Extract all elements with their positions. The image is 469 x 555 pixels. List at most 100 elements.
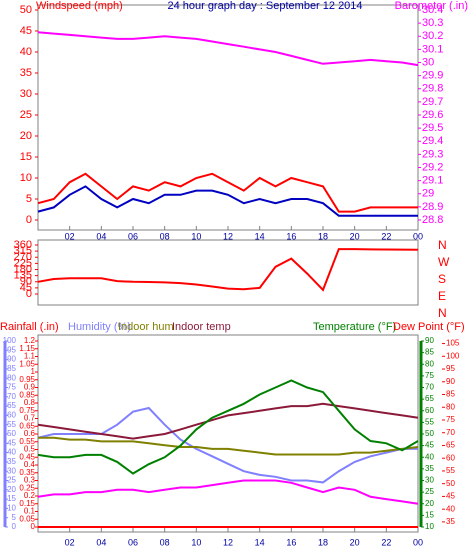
y-tick-label: 50 (20, 4, 32, 16)
x-tick-label: 20 (350, 231, 360, 241)
y-tick-label: 50 (425, 429, 434, 438)
series-line (37, 185, 418, 217)
x-tick-label: 04 (96, 537, 106, 547)
series-line (37, 31, 419, 67)
y-tick-label: 65 (446, 441, 455, 450)
y-tick-label: 85 (446, 390, 455, 399)
axis-title: Windspeed (mph) (36, 0, 123, 12)
y-tick-label: 70 (7, 392, 16, 401)
y-tick-label: 0.7 (24, 414, 36, 423)
y-tick-label: 55 (425, 417, 434, 426)
y-tick-label: 30.4 (422, 4, 443, 16)
y-tick-label: 29.7 (422, 96, 443, 108)
y-tick-label: 135 (14, 270, 32, 282)
y-tick-label: 0 (26, 288, 32, 300)
y-tick-label: 10 (425, 522, 434, 531)
x-tick-label: 00 (413, 537, 423, 547)
compass-label: S (438, 272, 446, 286)
y-tick-label: 60 (446, 453, 455, 462)
y-tick-label: 1.1 (24, 352, 36, 361)
x-tick-label: 22 (381, 537, 391, 547)
y-tick-label: 0.75 (19, 406, 35, 415)
y-tick-label: 0.9 (24, 383, 36, 392)
y-tick-label: 65 (425, 394, 434, 403)
compass-label: W (438, 255, 450, 269)
y-tick-label: 95 (7, 345, 16, 354)
y-tick-label: 15 (7, 494, 16, 503)
series-label: Indoor hum (118, 321, 174, 333)
series-line (37, 172, 418, 213)
y-tick-label: 0.05 (19, 514, 35, 523)
x-tick-label: 08 (160, 537, 170, 547)
y-tick-label: 0.35 (19, 468, 35, 477)
y-tick-label: 30.3 (422, 17, 443, 29)
y-tick-label: 0.65 (19, 421, 35, 430)
y-tick-label: 0 (31, 522, 36, 531)
x-tick-label: 10 (191, 231, 201, 241)
y-tick-label: 180 (14, 263, 32, 275)
axis-title: Humidity (%) (68, 321, 131, 333)
y-tick-label: 29.8 (422, 83, 443, 95)
x-tick-label: 08 (160, 231, 170, 241)
y-tick-label: 315 (14, 245, 32, 257)
y-tick-label: 29 (422, 188, 434, 200)
y-tick-label: 30.1 (422, 43, 443, 55)
y-tick-label: 360 (14, 239, 32, 251)
y-tick-label: 50 (7, 429, 16, 438)
y-tick-label: 75 (425, 371, 434, 380)
y-tick-label: 55 (446, 466, 455, 475)
y-tick-label: 25 (425, 487, 434, 496)
axis-title: Rainfall (.in) (0, 321, 59, 333)
y-tick-label: 20 (20, 130, 32, 142)
y-tick-label: 0.85 (19, 390, 35, 399)
y-tick-label: 100 (446, 351, 460, 360)
compass-label: E (438, 289, 446, 303)
y-tick-label: 0 (26, 214, 32, 226)
y-tick-label: 80 (425, 359, 434, 368)
y-tick-label: 20 (7, 485, 16, 494)
y-tick-label: 10 (20, 172, 32, 184)
x-tick-label: 16 (286, 231, 296, 241)
y-tick-label: 0.55 (19, 437, 35, 446)
y-tick-label: 60 (7, 411, 16, 420)
x-tick-label: 10 (191, 537, 201, 547)
y-tick-label: 28.9 (422, 201, 443, 213)
y-tick-label: 25 (20, 109, 32, 121)
y-tick-label: 29.2 (422, 161, 443, 173)
y-tick-label: 0.1 (24, 507, 36, 516)
y-tick-label: 270 (14, 251, 32, 263)
x-tick-label: 02 (65, 537, 75, 547)
x-tick-label: 12 (223, 537, 233, 547)
y-tick-label: 40 (20, 46, 32, 58)
y-tick-label: 0.3 (24, 476, 36, 485)
y-tick-label: 90 (7, 355, 16, 364)
y-tick-label: 29.5 (422, 122, 443, 134)
y-tick-label: 65 (7, 401, 16, 410)
chart-title: 24 hour graph day : September 12 2014 (167, 0, 362, 12)
series-line (37, 402, 419, 440)
y-tick-label: 0.2 (24, 491, 36, 500)
x-tick-label: 06 (128, 537, 138, 547)
x-tick-label: 12 (223, 231, 233, 241)
y-tick-label: 1 (31, 367, 36, 376)
y-tick-label: 105 (446, 339, 460, 348)
compass-label: N (438, 306, 447, 320)
y-tick-label: 45 (7, 438, 16, 447)
y-tick-label: 0.95 (19, 375, 35, 384)
x-tick-label: 14 (255, 231, 265, 241)
y-tick-label: 0.4 (24, 460, 36, 469)
y-tick-label: 225 (14, 257, 32, 269)
series-line (37, 479, 419, 505)
x-tick-label: 20 (350, 537, 360, 547)
y-tick-label: 0.15 (19, 499, 35, 508)
series-line (37, 248, 419, 292)
x-tick-label: 00 (413, 231, 423, 241)
y-tick-label: 35 (7, 457, 16, 466)
y-tick-label: 60 (425, 406, 434, 415)
y-tick-label: 0.6 (24, 429, 36, 438)
y-tick-label: 15 (20, 151, 32, 163)
y-tick-label: 29.4 (422, 135, 443, 147)
y-tick-label: 40 (7, 448, 16, 457)
plot-frame (37, 239, 419, 306)
